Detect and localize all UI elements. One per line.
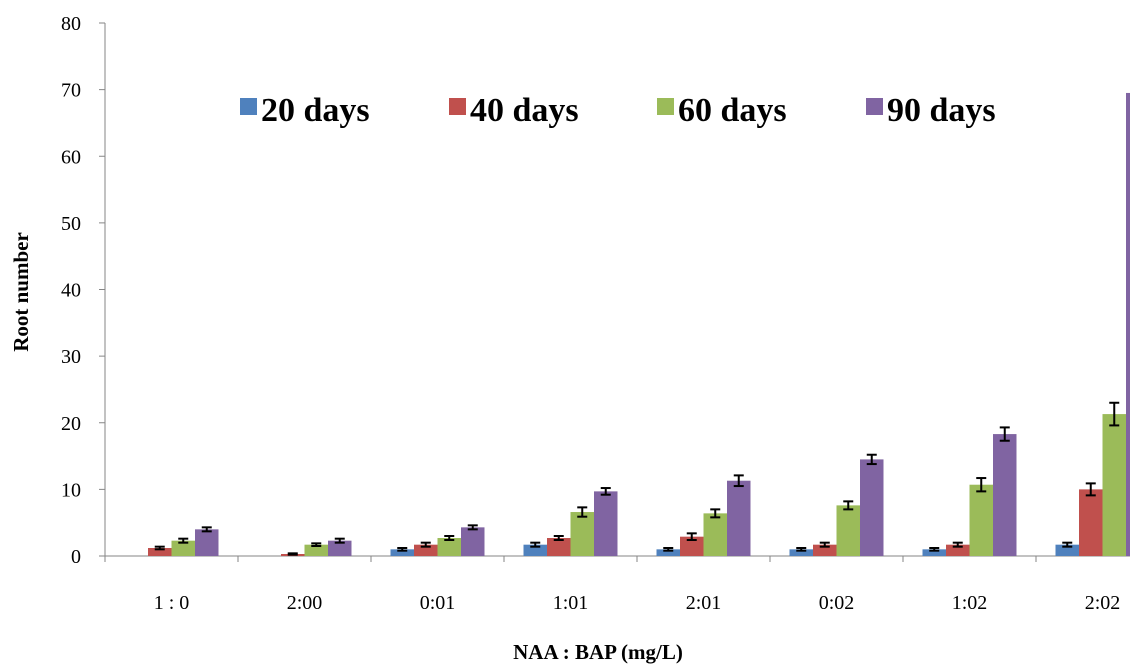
legend: 20 days 40 days 60 days 90 days (240, 92, 996, 129)
legend-label: 20 days (261, 92, 370, 129)
error-bar (686, 532, 697, 542)
error-bar (600, 487, 611, 496)
error-bar (976, 477, 987, 493)
x-tick-label: 2:00 (287, 592, 323, 614)
bar (523, 544, 547, 556)
y-tick-label: 40 (61, 280, 81, 302)
bar (946, 544, 970, 556)
bar (195, 529, 219, 556)
legend-label: 40 days (470, 92, 579, 129)
legend-item: 20 days (240, 92, 370, 129)
bar (1126, 92, 1130, 557)
error-bar (733, 474, 744, 488)
bar (1055, 544, 1079, 556)
bar (656, 549, 680, 556)
bar (727, 480, 751, 556)
x-tick-label: 1:01 (553, 592, 589, 614)
legend-item: 40 days (449, 92, 579, 129)
legend-label: 90 days (887, 92, 996, 129)
x-axis-title: NAA : BAP (mg/L) (513, 640, 683, 664)
error-bar (530, 541, 541, 548)
legend-item: 90 days (866, 92, 996, 129)
y-tick-label: 60 (61, 146, 81, 168)
bar (171, 540, 195, 556)
y-tick-label: 50 (61, 213, 81, 235)
error-bar (1109, 401, 1120, 427)
y-tick-label: 0 (71, 546, 81, 568)
error-bar (866, 453, 877, 466)
error-bar (311, 542, 322, 548)
bar (860, 459, 884, 556)
bar (148, 548, 172, 556)
bar (547, 538, 571, 556)
error-bar (796, 547, 807, 552)
error-bar (444, 535, 455, 542)
error-bar (397, 547, 408, 552)
y-tick-label: 20 (61, 413, 81, 435)
error-bar (843, 500, 854, 511)
error-bar (553, 535, 564, 542)
y-tick-label: 30 (61, 346, 81, 368)
x-tick-label: 1 : 0 (154, 592, 190, 614)
error-bar (154, 545, 165, 551)
bar (813, 544, 837, 556)
bar (836, 505, 860, 556)
error-bar (287, 552, 298, 556)
x-tick-label: 2:02 (1085, 592, 1121, 614)
error-bar (1062, 541, 1073, 548)
bar (570, 512, 594, 556)
y-axis-title: Root number (9, 232, 33, 352)
bar (1102, 414, 1126, 556)
bar (1079, 489, 1103, 556)
bar (461, 527, 485, 556)
legend-swatch (657, 98, 674, 115)
bar (703, 513, 727, 556)
bar (304, 544, 328, 556)
legend-swatch (240, 98, 257, 115)
error-bar (663, 547, 674, 552)
bar (414, 544, 438, 556)
y-axis: 0 10 20 30 40 50 60 70 80 (61, 13, 106, 568)
error-bar (178, 537, 189, 544)
x-tick-label: 1:02 (952, 592, 988, 614)
legend-label: 60 days (678, 92, 787, 129)
error-bar (710, 508, 721, 519)
x-tick-label: 2:01 (686, 592, 722, 614)
error-bar (577, 506, 588, 518)
bar (922, 549, 946, 556)
x-tick-label: 0:01 (420, 592, 456, 614)
legend-swatch (449, 98, 466, 115)
bar (390, 549, 414, 556)
bar (680, 536, 704, 556)
error-bar (952, 541, 963, 548)
x-tick-label: 0:02 (819, 592, 855, 614)
error-bar (819, 541, 830, 548)
error-bar (201, 526, 212, 533)
error-bar (334, 537, 345, 544)
error-bars (154, 401, 1120, 556)
y-tick-label: 70 (61, 80, 81, 102)
error-bar (999, 426, 1010, 442)
error-bar (1085, 482, 1096, 497)
error-bar (420, 541, 431, 548)
bar (594, 491, 618, 556)
legend-swatch (866, 98, 883, 115)
error-bar (467, 524, 478, 531)
bar (328, 540, 352, 556)
bar (969, 484, 993, 556)
bars (148, 92, 1130, 557)
y-tick-label: 80 (61, 13, 81, 35)
bar (437, 538, 461, 556)
y-tick-label: 10 (61, 479, 81, 501)
bar (993, 434, 1017, 556)
error-bar (929, 547, 940, 552)
x-axis: 1 : 0 2:00 0:01 1:01 2:01 0:02 1:02 2:02 (104, 555, 1130, 614)
legend-item: 60 days (657, 92, 787, 129)
bar (789, 549, 813, 556)
